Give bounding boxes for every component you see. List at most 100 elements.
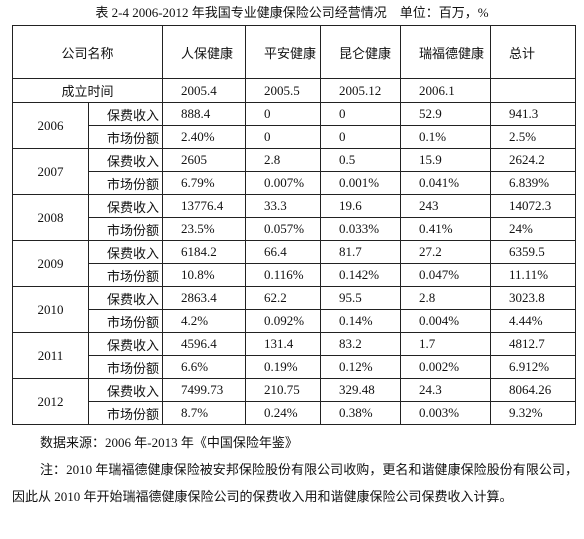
year-cell: 2008 [12, 194, 89, 241]
value-cell: 0.041% [400, 171, 492, 195]
value-cell: 6.79% [162, 171, 247, 195]
metric-cell: 保费收入 [87, 148, 164, 172]
value-cell: 0.033% [320, 217, 402, 241]
value-cell: 0.047% [400, 263, 492, 287]
value-cell: 2605 [162, 148, 247, 172]
table-row: 成立时间 2005.4 2005.5 2005.12 2006.1 [11, 78, 577, 103]
value-cell: 19.6 [320, 194, 402, 218]
value-cell: 7499.73 [162, 378, 247, 402]
value-cell: 2863.4 [162, 286, 247, 310]
metric-cell: 保费收入 [87, 102, 164, 126]
header-cell: 昆仑健康 [320, 25, 402, 79]
value-cell: 8.7% [162, 401, 247, 425]
value-cell: 8064.26 [490, 378, 577, 402]
value-cell: 27.2 [400, 240, 492, 264]
metric-cell: 市场份额 [87, 355, 164, 379]
value-cell: 2.5% [490, 125, 577, 149]
value-cell: 329.48 [320, 378, 402, 402]
data-table: 公司名称 人保健康 平安健康 昆仑健康 瑞福德健康 总计 成立时间 2005.4 2005.5 2… [11, 25, 577, 425]
table-row: 市场份额 4.2% 0.092% 0.14% 0.004% 4.44% [13, 309, 577, 333]
table-row: 市场份额 8.7% 0.24% 0.38% 0.003% 9.32% [13, 401, 577, 425]
table-row: 市场份额 10.8% 0.116% 0.142% 0.047% 11.11% [13, 263, 577, 287]
metric-cell: 保费收入 [87, 378, 164, 402]
value-cell: 23.5% [162, 217, 247, 241]
value-cell: 4596.4 [162, 332, 247, 356]
table-row: 市场份额 2.40% 0 0 0.1% 2.5% [13, 125, 577, 149]
metric-cell: 保费收入 [87, 240, 164, 264]
value-cell: 0.092% [245, 309, 322, 333]
value-cell: 0 [245, 102, 322, 126]
table-row: 2010 保费收入 2863.4 62.2 95.5 2.8 3023.8 [12, 286, 577, 333]
value-cell: 6.6% [162, 355, 247, 379]
header-cell: 人保健康 [162, 25, 247, 79]
value-cell: 0.002% [400, 355, 492, 379]
table-row: 2011 保费收入 4596.4 131.4 83.2 1.7 4812.7 [12, 332, 577, 379]
value-cell: 2.8 [245, 148, 322, 172]
founded-cell: 成立时间 [11, 78, 164, 103]
value-cell: 243 [400, 194, 492, 218]
value-cell: 0.41% [400, 217, 492, 241]
value-cell: 33.3 [245, 194, 322, 218]
value-cell: 0 [245, 125, 322, 149]
value-cell: 9.32% [490, 401, 577, 425]
value-cell: 14072.3 [490, 194, 577, 218]
value-cell: 1.7 [400, 332, 492, 356]
value-cell: 888.4 [162, 102, 247, 126]
founded-cell: 2005.4 [162, 78, 247, 103]
note: 注：2010 年瑞福德健康保险被安邦保险股份有限公司收购，更名和谐健康保险股份有… [12, 462, 578, 504]
founded-cell [490, 78, 577, 103]
year-cell: 2007 [12, 148, 89, 195]
table-row: 2006 保费收入 888.4 0 0 52.9 941.3 [12, 102, 577, 149]
source: 数据来源：2006 年-2013 年《中国保险年鉴》 [40, 435, 298, 450]
metric-cell: 市场份额 [87, 217, 164, 241]
value-cell: 0.14% [320, 309, 402, 333]
table-row: 公司名称 人保健康 平安健康 昆仑健康 瑞福德健康 总计 [11, 25, 577, 79]
value-cell: 52.9 [400, 102, 492, 126]
value-cell: 0.004% [400, 309, 492, 333]
value-cell: 0 [320, 102, 402, 126]
value-cell: 4.44% [490, 309, 577, 333]
value-cell: 0.5 [320, 148, 402, 172]
year-cell: 2012 [12, 378, 89, 425]
value-cell: 95.5 [320, 286, 402, 310]
value-cell: 2.40% [162, 125, 247, 149]
value-cell: 0 [320, 125, 402, 149]
value-cell: 15.9 [400, 148, 492, 172]
value-cell: 210.75 [245, 378, 322, 402]
year-cell: 2011 [12, 332, 89, 379]
table-row: 2009 保费收入 6184.2 66.4 81.7 27.2 6359.5 [12, 240, 577, 287]
header-cell: 平安健康 [245, 25, 322, 79]
value-cell: 6359.5 [490, 240, 577, 264]
table-row: 市场份额 6.79% 0.007% 0.001% 0.041% 6.839% [13, 171, 577, 195]
value-cell: 941.3 [490, 102, 577, 126]
value-cell: 66.4 [245, 240, 322, 264]
value-cell: 0.116% [245, 263, 322, 287]
value-cell: 62.2 [245, 286, 322, 310]
founded-cell: 2005.5 [245, 78, 322, 103]
value-cell: 13776.4 [162, 194, 247, 218]
value-cell: 24% [490, 217, 577, 241]
table-row: 市场份额 23.5% 0.057% 0.033% 0.41% 24% [13, 217, 577, 241]
value-cell: 3023.8 [490, 286, 577, 310]
value-cell: 6184.2 [162, 240, 247, 264]
table-body: 公司名称 人保健康 平安健康 昆仑健康 瑞福德健康 总计 成立时间 2005.4 2005.5 2… [11, 25, 577, 425]
metric-cell: 市场份额 [87, 309, 164, 333]
year-cell: 2006 [12, 102, 89, 149]
header-cell: 总计 [490, 25, 577, 79]
value-cell: 0.001% [320, 171, 402, 195]
founded-cell: 2006.1 [400, 78, 492, 103]
metric-cell: 市场份额 [87, 171, 164, 195]
value-cell: 81.7 [320, 240, 402, 264]
value-cell: 0.12% [320, 355, 402, 379]
value-cell: 0.1% [400, 125, 492, 149]
header-cell: 公司名称 [11, 25, 164, 79]
metric-cell: 保费收入 [87, 332, 164, 356]
value-cell: 0.003% [400, 401, 492, 425]
value-cell: 11.11% [490, 263, 577, 287]
year-cell: 2009 [12, 240, 89, 287]
metric-cell: 市场份额 [87, 401, 164, 425]
value-cell: 10.8% [162, 263, 247, 287]
value-cell: 2.8 [400, 286, 492, 310]
metric-cell: 保费收入 [87, 194, 164, 218]
